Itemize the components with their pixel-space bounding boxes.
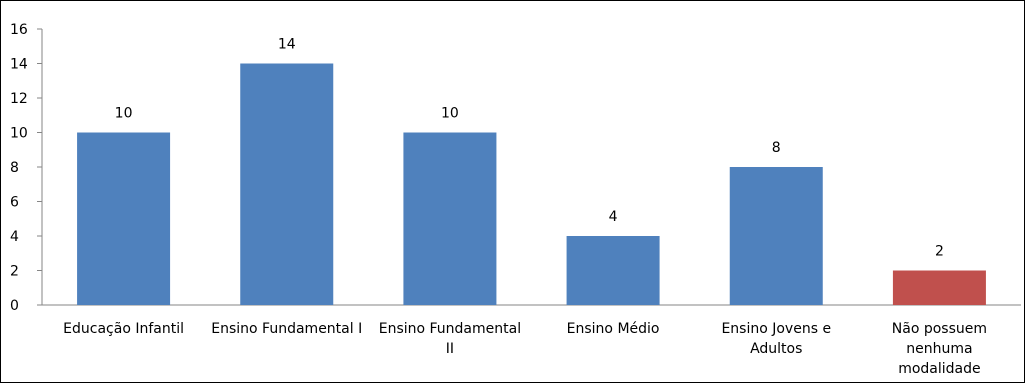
data-label: 2 [935,244,944,260]
bar [729,167,823,305]
y-tick-label: 0 [10,298,19,314]
y-tick-label: 12 [10,91,28,107]
y-axis: 0 2 4 6 8 10 12 14 16 [10,22,1021,314]
data-label: 4 [609,209,618,225]
data-label: 10 [441,106,459,122]
bar [77,132,171,305]
y-tick-label: 2 [10,264,19,280]
bar [240,63,334,305]
y-tick-label: 16 [10,22,28,38]
bar [892,270,986,305]
x-category-label: Ensino Fundamental II [378,321,522,357]
x-category-label: Não possuem nenhuma modalidade [891,321,988,377]
y-tick-label: 14 [10,57,28,73]
bars [77,63,986,305]
x-category-label: Ensino Fundamental I [211,321,363,337]
bar [403,132,497,305]
data-label: 8 [772,140,781,156]
y-tick-label: 4 [10,229,19,245]
y-tick-label: 6 [10,195,19,211]
data-labels: 10 14 10 4 8 2 [115,37,944,260]
y-tick-label: 10 [10,126,28,142]
bar [566,236,660,305]
x-category-label: Educação Infantil [63,321,184,337]
data-label: 10 [115,106,133,122]
y-tick-label: 8 [10,160,19,176]
x-category-label: Ensino Médio [566,321,660,337]
data-label: 14 [278,37,296,53]
x-category-label: Ensino Jovens e Adultos [721,321,832,357]
